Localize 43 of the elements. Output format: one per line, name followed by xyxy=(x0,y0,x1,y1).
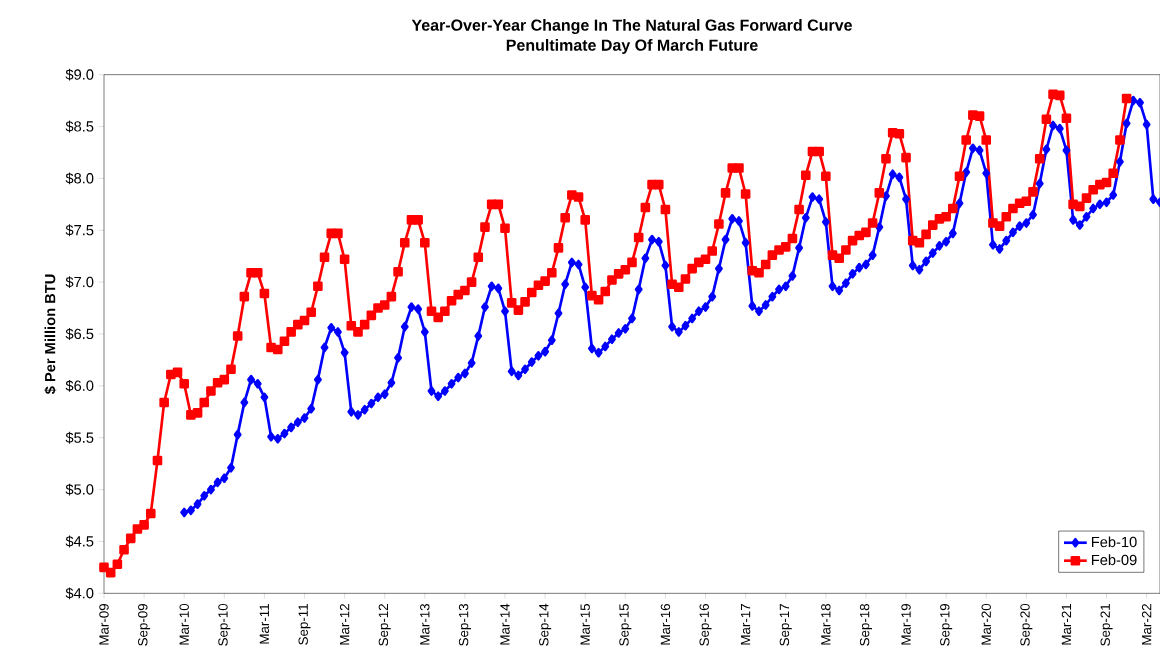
y-tick-label: $8.5 xyxy=(65,120,94,133)
x-tick-label: Mar-20 xyxy=(981,603,991,645)
x-tick-label: Mar-09 xyxy=(99,604,109,645)
y-tick-label: $6.0 xyxy=(65,379,94,392)
x-tick-label: Mar-10 xyxy=(179,603,189,645)
x-tick-label: Mar-12 xyxy=(339,604,350,645)
x-tick-label: Mar-11 xyxy=(259,604,270,644)
x-tick-label: Sep-21 xyxy=(1100,604,1113,646)
x-tick-label: Mar-21 xyxy=(1061,604,1072,645)
x-tick-label: Sep-16 xyxy=(699,603,712,646)
x-tick-label: Sep-17 xyxy=(779,604,792,646)
x-tick-label: Mar-13 xyxy=(420,603,430,645)
x-tick-label: Sep-09 xyxy=(138,604,151,646)
x-tick-label: Sep-18 xyxy=(859,603,872,646)
y-tick-label: $5.5 xyxy=(65,431,94,444)
legend-label: Feb-10 xyxy=(1091,536,1137,548)
x-tick-label: Mar-18 xyxy=(821,603,831,645)
x-tick-label: Mar-15 xyxy=(580,603,590,645)
y-tick-label: $8.0 xyxy=(65,172,94,185)
x-tick-label: Mar-17 xyxy=(740,604,751,645)
x-tick-label: Sep-14 xyxy=(539,603,552,646)
x-tick-label: Sep-19 xyxy=(940,604,953,646)
x-tick-label: Mar-22 xyxy=(1141,604,1152,645)
y-tick-label: $7.5 xyxy=(65,224,94,237)
y-tick-label: $7.0 xyxy=(65,276,94,289)
x-tick-label: Mar-14 xyxy=(500,603,510,645)
chart-subtitle: Penultimate Day Of March Future xyxy=(506,39,758,54)
x-tick-label: Sep-10 xyxy=(218,603,231,646)
x-tick-label: Sep-11 xyxy=(298,604,311,645)
x-tick-label: Sep-13 xyxy=(458,603,471,646)
y-tick-label: $6.5 xyxy=(65,328,94,340)
y-tick-label: $4.0 xyxy=(65,587,94,600)
y-tick-label: $4.5 xyxy=(65,535,94,548)
y-tick-label: $9.0 xyxy=(65,68,94,81)
legend-label: Feb-09 xyxy=(1091,554,1137,566)
x-tick-label: Mar-19 xyxy=(901,604,911,645)
x-tick-label: Mar-16 xyxy=(660,603,671,645)
x-tick-label: Sep-20 xyxy=(1020,603,1033,646)
chart-title: Year-Over-Year Change In The Natural Gas Forward Curve xyxy=(411,19,852,35)
y-axis-title: $ Per Million BTU xyxy=(44,274,57,395)
y-tick-label: $5.0 xyxy=(65,483,94,496)
x-tick-label: Sep-12 xyxy=(378,604,391,646)
x-tick-label: Sep-15 xyxy=(619,603,632,646)
